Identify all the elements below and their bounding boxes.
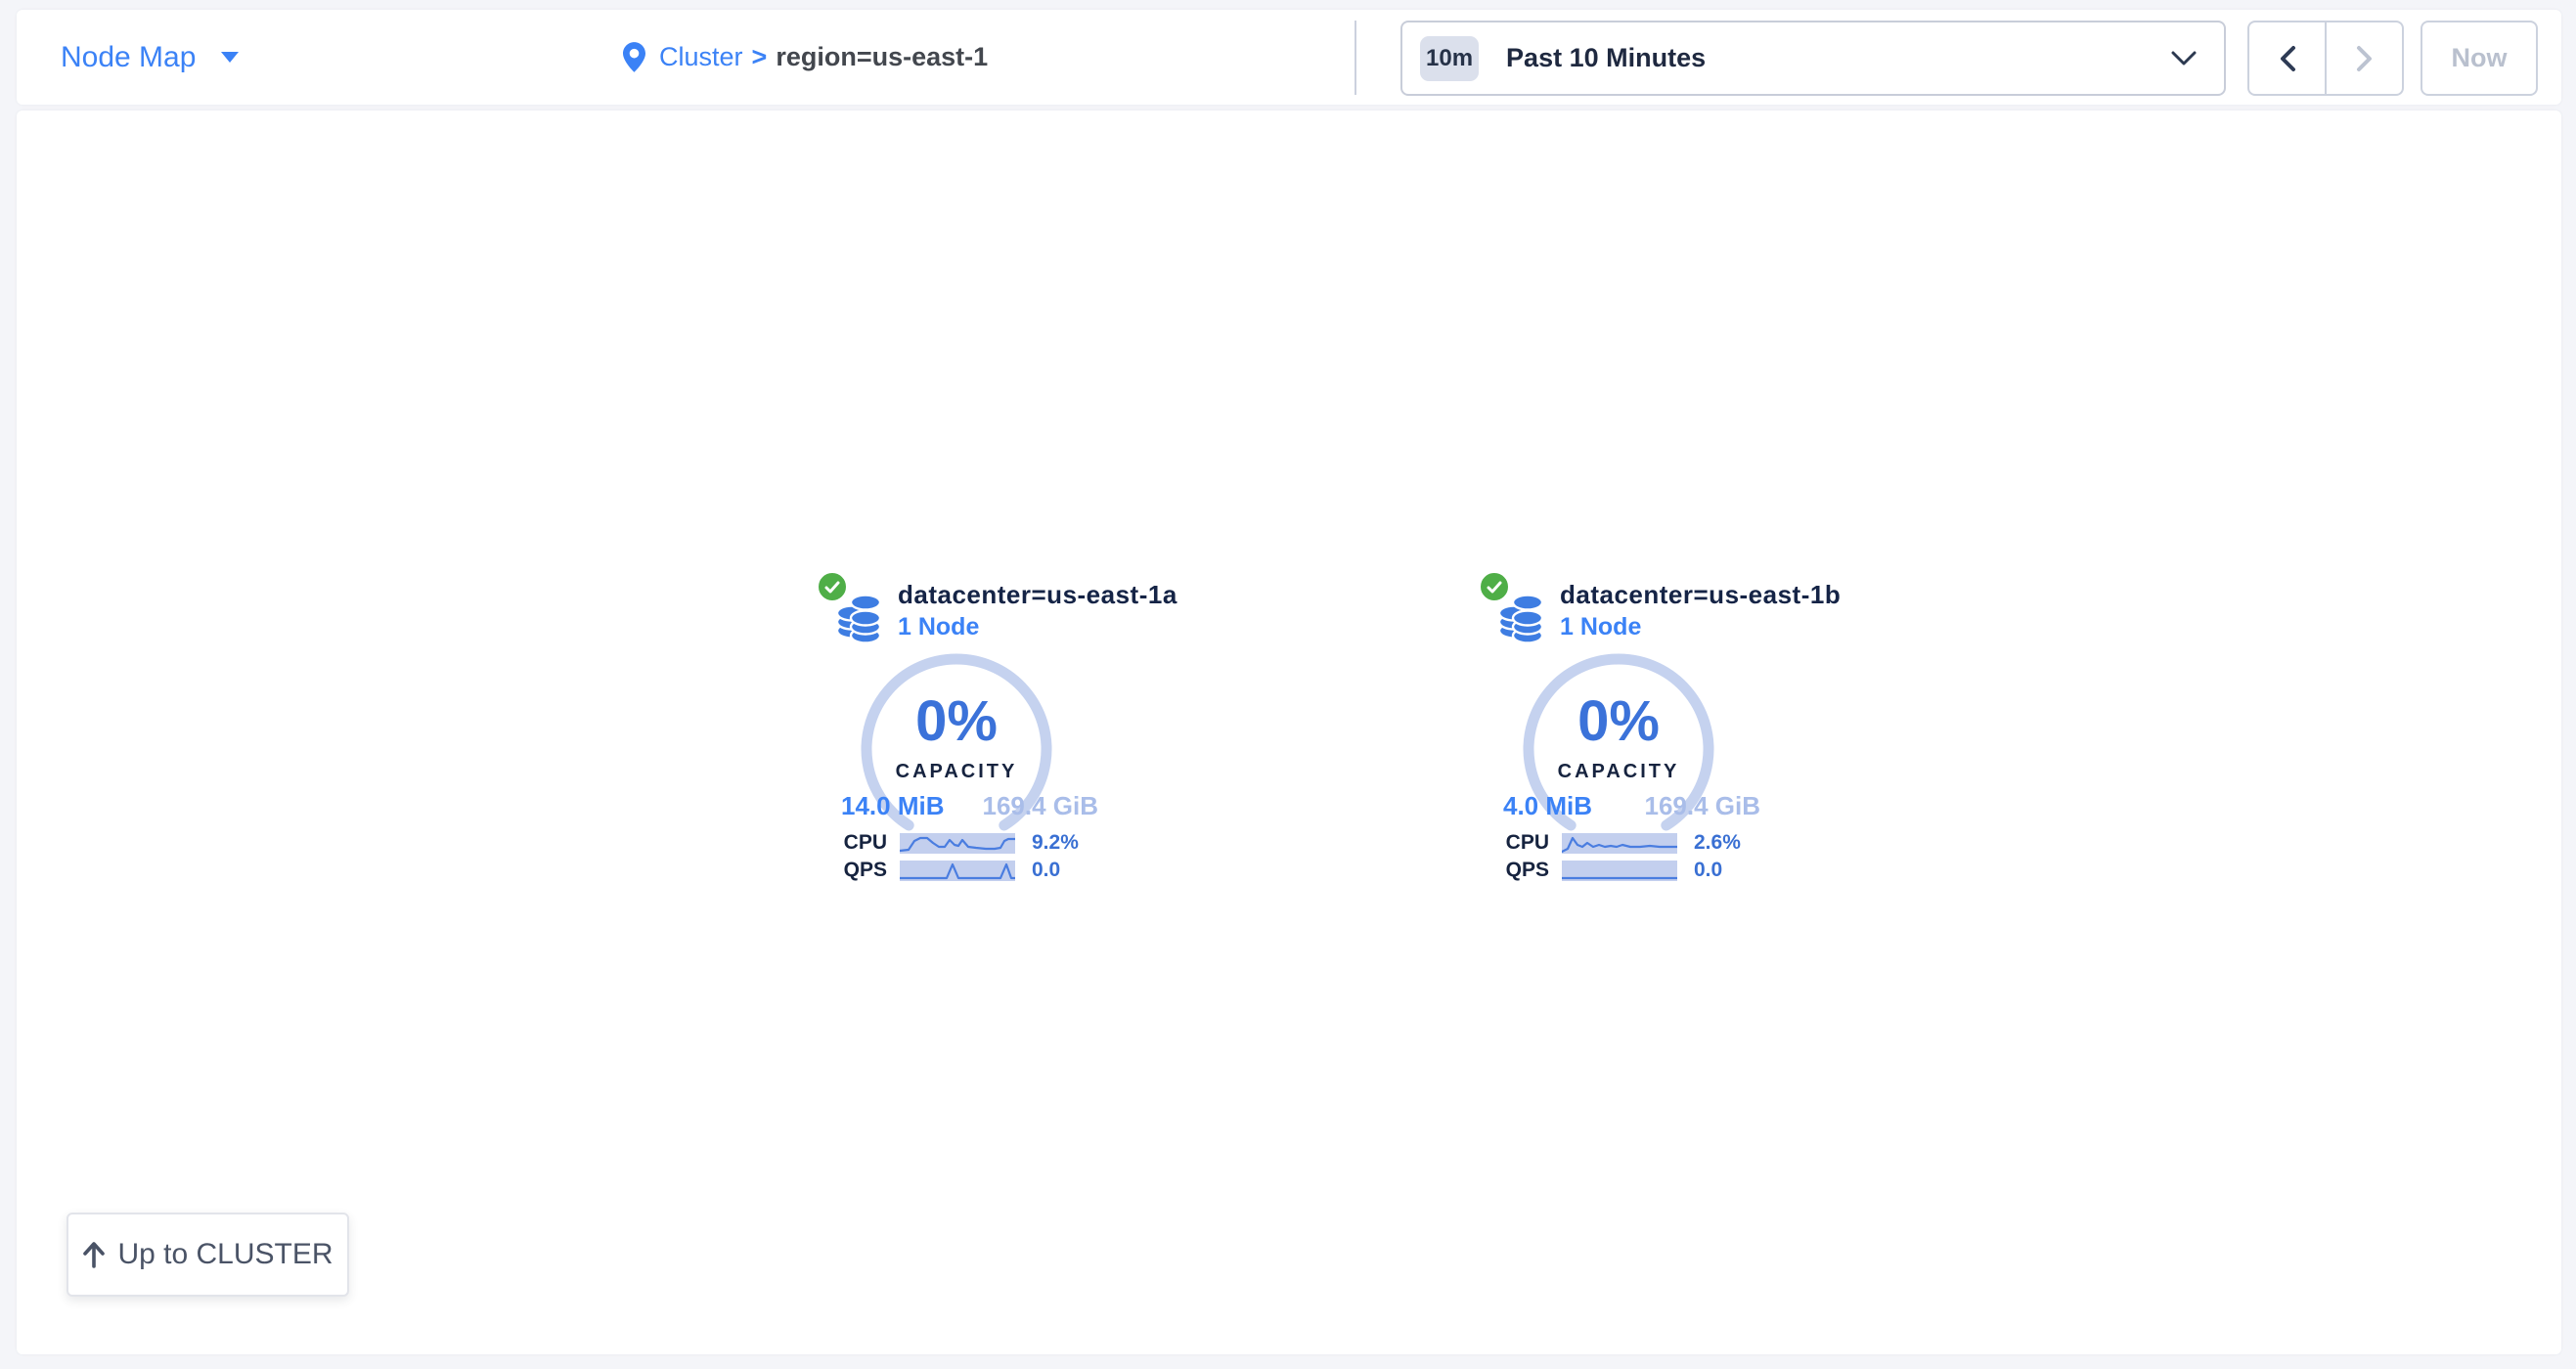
cpu-metric-row: CPU 9.2%	[822, 831, 1079, 854]
node-map-canvas	[17, 110, 2561, 1354]
time-pager	[2247, 21, 2404, 96]
qps-metric-row: QPS 0.0	[1484, 859, 1723, 881]
qps-sparkline	[1562, 860, 1677, 881]
cpu-sparkline	[900, 832, 1015, 854]
locality-name: datacenter=us-east-1b	[1560, 580, 1842, 609]
cpu-value: 2.6%	[1694, 831, 1741, 854]
capacity-caption: CAPACITY	[895, 761, 1018, 782]
up-to-cluster-label: Up to CLUSTER	[117, 1238, 333, 1270]
time-window-badge: 10m	[1420, 35, 1480, 81]
capacity-caption: CAPACITY	[1557, 761, 1680, 782]
cpu-metric-row: CPU 2.6%	[1484, 831, 1741, 854]
qps-value: 0.0	[1032, 859, 1061, 881]
breadcrumb-cluster-link[interactable]: Cluster	[659, 42, 743, 71]
breadcrumb-separator: >	[751, 42, 768, 71]
up-to-cluster-button[interactable]: Up to CLUSTER	[67, 1213, 349, 1297]
capacity-total: 169.4 GiB	[982, 791, 1098, 820]
healthy-check-icon	[816, 570, 849, 603]
cpu-label: CPU	[1505, 831, 1549, 854]
capacity-gauge: 0% CAPACITY	[849, 641, 1064, 857]
locality-name: datacenter=us-east-1a	[898, 580, 1177, 609]
view-selector-label: Node Map	[61, 40, 197, 73]
view-selector-dropdown[interactable]: Node Map	[61, 10, 240, 105]
breadcrumb: Cluster > region=us-east-1	[623, 10, 988, 105]
chevron-down-icon	[2171, 51, 2197, 66]
capacity-values: 4.0 MiB 169.4 GiB	[1503, 791, 1760, 821]
capacity-total: 169.4 GiB	[1644, 791, 1760, 820]
breadcrumb-current: region=us-east-1	[776, 42, 989, 71]
qps-label: QPS	[1505, 859, 1549, 881]
capacity-arc	[1523, 653, 1714, 831]
healthy-check-icon	[1478, 570, 1511, 603]
qps-label: QPS	[843, 859, 887, 881]
cpu-label: CPU	[843, 831, 887, 854]
arrow-up-icon	[83, 1242, 106, 1268]
toolbar-divider	[1355, 21, 1356, 95]
database-stack-icon	[1497, 590, 1544, 649]
qps-metric-row: QPS 0.0	[822, 859, 1061, 881]
capacity-percent: 0%	[1577, 689, 1660, 753]
time-forward-button[interactable]	[2327, 22, 2402, 94]
capacity-used: 14.0 MiB	[841, 791, 945, 820]
capacity-used: 4.0 MiB	[1503, 791, 1593, 820]
database-stack-icon	[835, 590, 882, 649]
cpu-sparkline	[1562, 832, 1677, 854]
cpu-value: 9.2%	[1032, 831, 1079, 854]
qps-sparkline	[900, 860, 1015, 881]
capacity-gauge: 0% CAPACITY	[1511, 641, 1726, 857]
time-back-button[interactable]	[2249, 22, 2327, 94]
caret-down-icon	[221, 52, 240, 63]
location-pin-icon	[623, 42, 645, 72]
time-window-dropdown[interactable]: 10m Past 10 Minutes	[1400, 21, 2226, 96]
time-window-label: Past 10 Minutes	[1506, 43, 1707, 72]
locality-node-count: 1 Node	[898, 613, 980, 640]
locality-node-count: 1 Node	[1560, 613, 1642, 640]
qps-value: 0.0	[1694, 859, 1723, 881]
capacity-arc	[861, 653, 1052, 831]
capacity-values: 14.0 MiB 169.4 GiB	[841, 791, 1098, 821]
capacity-percent: 0%	[915, 689, 998, 753]
top-toolbar: Node Map Cluster > region=us-east-1 10m …	[17, 10, 2561, 105]
now-button[interactable]: Now	[2421, 21, 2538, 96]
